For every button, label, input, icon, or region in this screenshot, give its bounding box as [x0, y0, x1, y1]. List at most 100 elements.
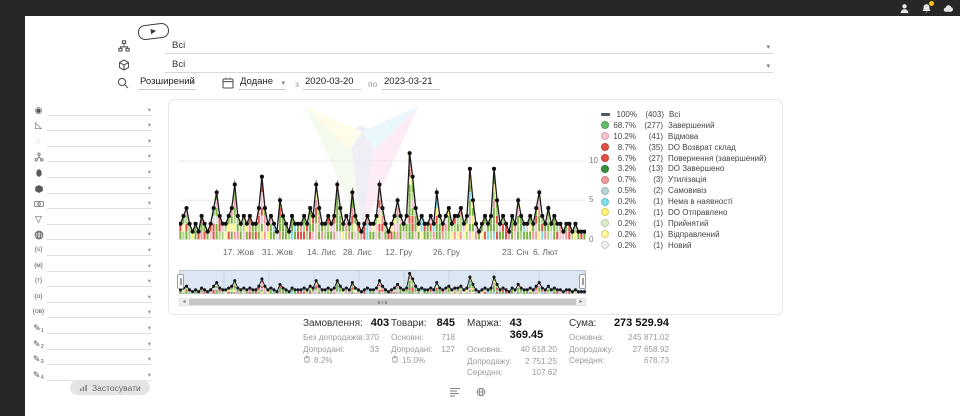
- filter-select-funnel[interactable]: ▾: [47, 212, 152, 225]
- legend-swatch: [601, 143, 609, 152]
- chevron-down-icon: ▾: [766, 44, 770, 51]
- filter-select-braces-t[interactable]: ▾: [47, 274, 152, 288]
- legend-item[interactable]: 3.2% (13) DO Завершено: [601, 163, 777, 174]
- chart-card: 0 5 10 17. Жов 31. Жов 14. Лис 28. Лис 12. Гру…: [168, 99, 783, 315]
- legend-percent: 0.2%: [617, 229, 636, 239]
- legend-label: Новий: [668, 240, 692, 250]
- summary-stats: Замовлення: 403 Без допродажів: 370 Допродан…: [303, 317, 669, 379]
- scrollbar-thumb[interactable]: [189, 299, 576, 305]
- filter-row-braces-o: {о} ▾: [30, 287, 152, 303]
- legend-item[interactable]: 0.7% (3) Утилізація: [601, 174, 777, 185]
- stats-title: Маржа:: [467, 318, 502, 329]
- date-to-value: 2023-03-21: [384, 76, 433, 87]
- scroll-left-arrow[interactable]: ◂: [182, 299, 186, 305]
- legend-swatch: [601, 164, 609, 173]
- filter-select-braces-ov[interactable]: ▾: [47, 305, 152, 319]
- category-filter-select[interactable]: Всі ▾: [165, 38, 773, 54]
- x-tick-label: 6. Лют: [532, 247, 559, 257]
- stats-column: Замовлення: 403 Без допродажів: 370 Допродан…: [303, 317, 389, 379]
- legend-item[interactable]: 6.7% (27) Повернення (завершений): [601, 153, 777, 164]
- filter-select-braces-o[interactable]: ▾: [47, 290, 152, 303]
- search-icon[interactable]: [117, 77, 129, 89]
- filter-row-sphere: ◉ ▾: [30, 100, 152, 116]
- pencil-3-icon: ✎₃: [32, 354, 45, 365]
- top-bar: [0, 0, 960, 16]
- main-chart-canvas[interactable]: [179, 109, 586, 241]
- list-view-icon[interactable]: [449, 387, 461, 397]
- apply-button[interactable]: Застосувати: [70, 380, 150, 395]
- product-filter-select[interactable]: Всі ▾: [165, 57, 773, 73]
- legend-label: DO Отправлено: [668, 207, 728, 217]
- legend-label: Утилізація: [668, 175, 707, 185]
- legend-item[interactable]: 0.2% (1) DO Отправлено: [601, 207, 777, 218]
- x-tick-label: 28. Лис: [342, 247, 372, 257]
- filter-select-braces-s[interactable]: ▾: [47, 243, 152, 256]
- legend-count: (41): [648, 131, 663, 141]
- stats-subrow: Основна: 40 618.20: [467, 344, 557, 356]
- product-box-icon: [118, 59, 130, 71]
- notifications-bell-icon[interactable]: [921, 0, 934, 14]
- filter-select-network[interactable]: ▾: [47, 149, 152, 163]
- filter-select-circle[interactable]: ▾: [47, 134, 152, 147]
- upsell-bag-icon: [303, 355, 311, 367]
- filter-select-set-square[interactable]: ▾: [47, 118, 152, 132]
- legend-label: Нема в наявності: [668, 197, 733, 207]
- chevron-down-icon: ▾: [147, 231, 151, 239]
- navigator-right-handle[interactable]: [579, 274, 586, 289]
- cube-icon: [30, 182, 47, 194]
- product-filter-value: Всі: [172, 59, 186, 70]
- filter-select-globe[interactable]: ▾: [47, 227, 152, 241]
- navigator-left-handle[interactable]: [177, 274, 184, 289]
- globe-icon[interactable]: [475, 387, 487, 397]
- search-mode-value: Розширений: [140, 76, 195, 87]
- calendar-icon: [222, 77, 234, 89]
- legend-percent: 0.5%: [617, 186, 636, 196]
- chevron-down-icon: ▾: [147, 122, 151, 130]
- filter-row-banknote: ▾: [30, 194, 152, 210]
- stats-subvalue: 107.62: [531, 368, 557, 377]
- stats-sublabel: Допродані:: [391, 344, 433, 354]
- date-field-select[interactable]: Додане ▾: [238, 75, 286, 90]
- search-mode-select[interactable]: Розширений ▾: [138, 75, 196, 90]
- legend-count: (3): [653, 175, 663, 185]
- legend-count: (1): [653, 218, 663, 228]
- filter-select-pencil-4[interactable]: ▾: [47, 368, 152, 381]
- legend-percent: 0.2%: [617, 197, 636, 207]
- legend-item[interactable]: 100% (403) Всі: [601, 109, 777, 120]
- braces-t-icon: {т}: [34, 277, 43, 285]
- user-avatar-icon[interactable]: [899, 3, 910, 14]
- filter-select-pencil-2[interactable]: ▾: [47, 337, 152, 350]
- navigator-canvas[interactable]: [179, 268, 586, 297]
- date-to-input[interactable]: 2023-03-21: [382, 75, 440, 90]
- legend-item[interactable]: 68.7% (277) Завершений: [601, 120, 777, 131]
- legend-item[interactable]: 0.2% (1) Відправлений: [601, 229, 777, 240]
- stats-title: Товари:: [391, 318, 427, 329]
- cloud-icon[interactable]: [943, 3, 954, 14]
- filter-select-banknote[interactable]: ▾: [47, 196, 152, 210]
- scroll-right-arrow[interactable]: ▸: [579, 299, 583, 305]
- filter-select-pencil-1[interactable]: ▾: [47, 321, 152, 334]
- braces-s-icon: {s}: [34, 245, 43, 253]
- chevron-down-icon: ▾: [147, 106, 151, 114]
- legend-item[interactable]: 0.2% (1) Нема в наявності: [601, 196, 777, 207]
- stats-subvalue: 370: [365, 333, 379, 342]
- filter-select-cube[interactable]: ▾: [47, 181, 152, 194]
- legend-item[interactable]: 0.5% (2) Самовивіз: [601, 185, 777, 196]
- stats-column: Сума: 273 529.94 Основна: 245 871.02 Допрода…: [569, 317, 669, 379]
- legend-label: Прийнятий: [668, 218, 709, 228]
- legend-item[interactable]: 0.2% (1) Прийнятий: [601, 218, 777, 229]
- legend-item[interactable]: 10.2% (41) Відмова: [601, 131, 777, 142]
- filter-select-sphere[interactable]: ▾: [47, 103, 152, 116]
- filter-select-fingerprint[interactable]: ▾: [47, 165, 152, 178]
- filter-select-pencil-3[interactable]: ▾: [47, 352, 152, 366]
- banknote-icon: [30, 197, 47, 209]
- stats-subrow: Основні: 718: [391, 332, 455, 344]
- date-from-input[interactable]: 2020-03-20: [303, 75, 361, 90]
- legend-swatch: [601, 154, 609, 162]
- chevron-down-icon: ▾: [191, 80, 195, 87]
- navigator-scrollbar[interactable]: ◂ ▸: [179, 298, 586, 306]
- filter-select-braces-m[interactable]: ▾: [47, 259, 152, 272]
- legend-item[interactable]: 0.2% (1) Новий: [601, 240, 777, 251]
- stats-sublabel: Середня:: [569, 356, 605, 365]
- legend-item[interactable]: 8.7% (35) DO Возврат склад: [601, 142, 777, 153]
